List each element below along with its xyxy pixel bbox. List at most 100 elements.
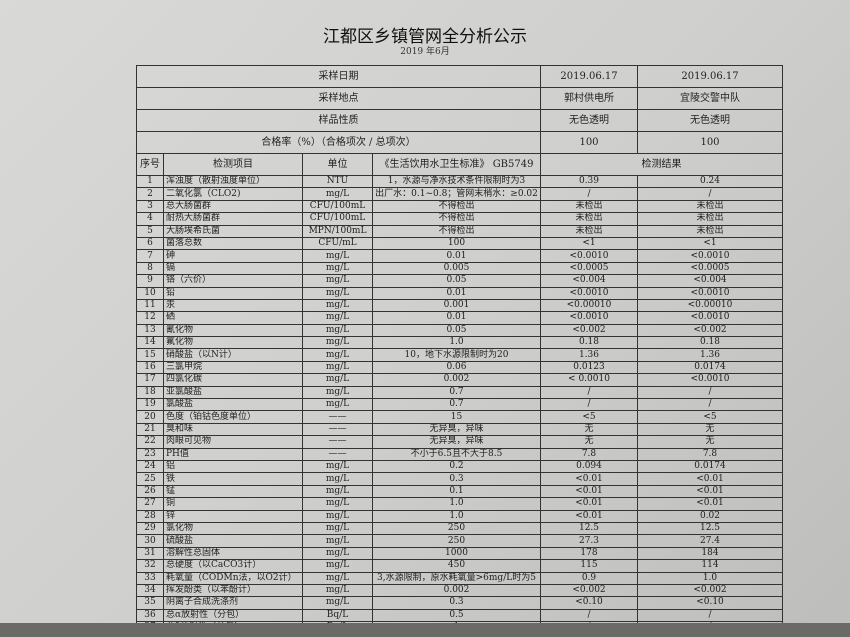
meta-label: 采样日期 [136, 65, 541, 88]
column-header-row: 序号 检测项目 单位 《生活饮用水卫生标准》 GB5749 检测结果 [136, 153, 783, 176]
unit: mg/L [302, 249, 373, 263]
item-name: 耗氧量（CODMn法，以O2计） [163, 571, 303, 585]
unit: —— [302, 447, 373, 462]
row-no: 36 [136, 608, 164, 623]
standard-limit: 10，地下水源限制时为20 [372, 348, 541, 362]
result-1: < 0.0010 [540, 373, 638, 387]
standard-limit: 不小于6.5且不大于8.5 [372, 447, 541, 462]
result-2: 未检出 [637, 199, 783, 214]
table-row: 15 硝酸盐（以N计） mg/L 10，地下水源限制时为20 1.36 1.36 [136, 348, 783, 362]
item-name: 铁 [163, 472, 303, 486]
table-row: 16 三氯甲烷 mg/L 0.06 0.0123 0.0174 [136, 360, 783, 375]
unit: —— [302, 410, 373, 424]
unit: mg/L [302, 323, 373, 338]
item-name: 浑浊度（散射浊度单位） [163, 174, 303, 189]
result-2: <0.0010 [637, 286, 783, 300]
table-row: 29 氯化物 mg/L 250 12.5 12.5 [136, 521, 783, 536]
desk-edge [0, 623, 850, 637]
result-1: / [540, 398, 638, 412]
table-row: 21 臭和味 —— 无异臭，异味无无 [136, 422, 783, 437]
result-2: 未检出 [637, 224, 783, 238]
table-row: 12 硒 mg/L 0.01 <0.0010 <0.0010 [136, 311, 783, 325]
unit: mg/L [302, 385, 373, 400]
header-result: 检测结果 [540, 153, 783, 176]
row-no: 7 [136, 249, 164, 263]
row-no: 32 [136, 559, 164, 573]
result-2: 0.02 [637, 509, 783, 523]
row-no: 3 [136, 199, 164, 214]
table-row: 34 挥发酚类（以苯酚计） mg/L 0.002 <0.002 <0.002 [136, 583, 783, 598]
item-name: 硒 [163, 311, 303, 325]
standard-limit: 0.1 [372, 484, 541, 499]
row-no: 25 [136, 472, 164, 486]
standard-limit: 0.05 [372, 274, 541, 288]
standard-limit: 1.0 [372, 497, 541, 511]
table-row: 10 铅 mg/L 0.01 <0.0010 <0.0010 [136, 286, 783, 300]
table-row: 32 总硬度（以CaCO3计） mg/L 450 115 114 [136, 559, 783, 573]
result-1: <0.004 [540, 274, 638, 288]
standard-limit: 0.2 [372, 459, 541, 474]
meta-value: 100 [637, 131, 783, 154]
result-2: 27.4 [637, 534, 783, 548]
standard-limit: 0.7 [372, 385, 541, 400]
result-2: <0.10 [637, 596, 783, 610]
meta-value: 宜陵交警中队 [637, 87, 783, 110]
row-no: 13 [136, 323, 164, 338]
result-2: 0.24 [637, 174, 783, 189]
item-name: 总硬度（以CaCO3计） [163, 559, 303, 573]
item-name: 镉 [163, 261, 303, 276]
item-name: 氟化物 [163, 336, 303, 350]
unit: mg/L [302, 336, 373, 350]
result-1: 1.36 [540, 348, 638, 362]
item-name: 耐热大肠菌群 [163, 212, 303, 226]
standard-limit: 0.01 [372, 286, 541, 300]
unit: mg/L [302, 497, 373, 511]
result-2: 0.0174 [637, 459, 783, 474]
result-1: <0.0010 [540, 311, 638, 325]
standard-limit: 0.5 [372, 608, 541, 623]
item-name: 菌落总数 [163, 236, 303, 251]
table-row: 30 硫酸盐 mg/L 250 27.3 27.4 [136, 534, 783, 548]
result-1: / [540, 187, 638, 201]
result-1: <5 [540, 410, 638, 424]
result-2: 12.5 [637, 521, 783, 536]
document-title: 江都区乡镇管网全分析公示 [323, 27, 527, 47]
row-no: 23 [136, 447, 164, 462]
row-no: 5 [136, 224, 164, 238]
document-subtitle: 2019 年6月 [400, 47, 450, 57]
result-2: 184 [637, 546, 783, 561]
result-2: / [637, 187, 783, 201]
item-name: 砷 [163, 249, 303, 263]
result-1: <0.002 [540, 323, 638, 338]
standard-limit: 1.0 [372, 509, 541, 523]
item-name: 铅 [163, 286, 303, 300]
meta-value: 无色透明 [540, 109, 638, 132]
standard-limit: 0.7 [372, 398, 541, 412]
unit: —— [302, 422, 373, 437]
row-no: 24 [136, 459, 164, 474]
standard-limit: 0.001 [372, 298, 541, 313]
item-name: 锰 [163, 484, 303, 499]
table-row: 5 大肠埃希氏菌 MPN/100mL 不得检出 未检出 未检出 [136, 224, 783, 238]
row-no: 30 [136, 534, 164, 548]
unit: MPN/100mL [302, 224, 373, 238]
item-name: 总大肠菌群 [163, 199, 303, 214]
table-row: 13 氰化物 mg/L 0.05 <0.002 <0.002 [136, 323, 783, 338]
item-name: 氯化物 [163, 521, 303, 536]
table-row: 28 锌 mg/L 1.0 <0.01 0.02 [136, 509, 783, 523]
result-1: <0.0010 [540, 249, 638, 263]
result-1: <0.10 [540, 596, 638, 610]
meta-value: 2019.06.17 [637, 65, 783, 88]
unit: mg/L [302, 472, 373, 486]
table-row: 31 溶解性总固体 mg/L 1000 178 184 [136, 546, 783, 561]
unit: mg/L [302, 596, 373, 610]
item-name: 汞 [163, 298, 303, 313]
unit: mg/L [302, 546, 373, 561]
item-name: 大肠埃希氏菌 [163, 224, 303, 238]
result-2: <0.0005 [637, 261, 783, 276]
meta-label: 采样地点 [136, 87, 541, 110]
meta-value: 2019.06.17 [540, 65, 638, 88]
result-1: / [540, 385, 638, 400]
item-name: 挥发酚类（以苯酚计） [163, 583, 303, 598]
table-row: 4 耐热大肠菌群 CFU/100mL 不得检出 未检出 未检出 [136, 212, 783, 226]
